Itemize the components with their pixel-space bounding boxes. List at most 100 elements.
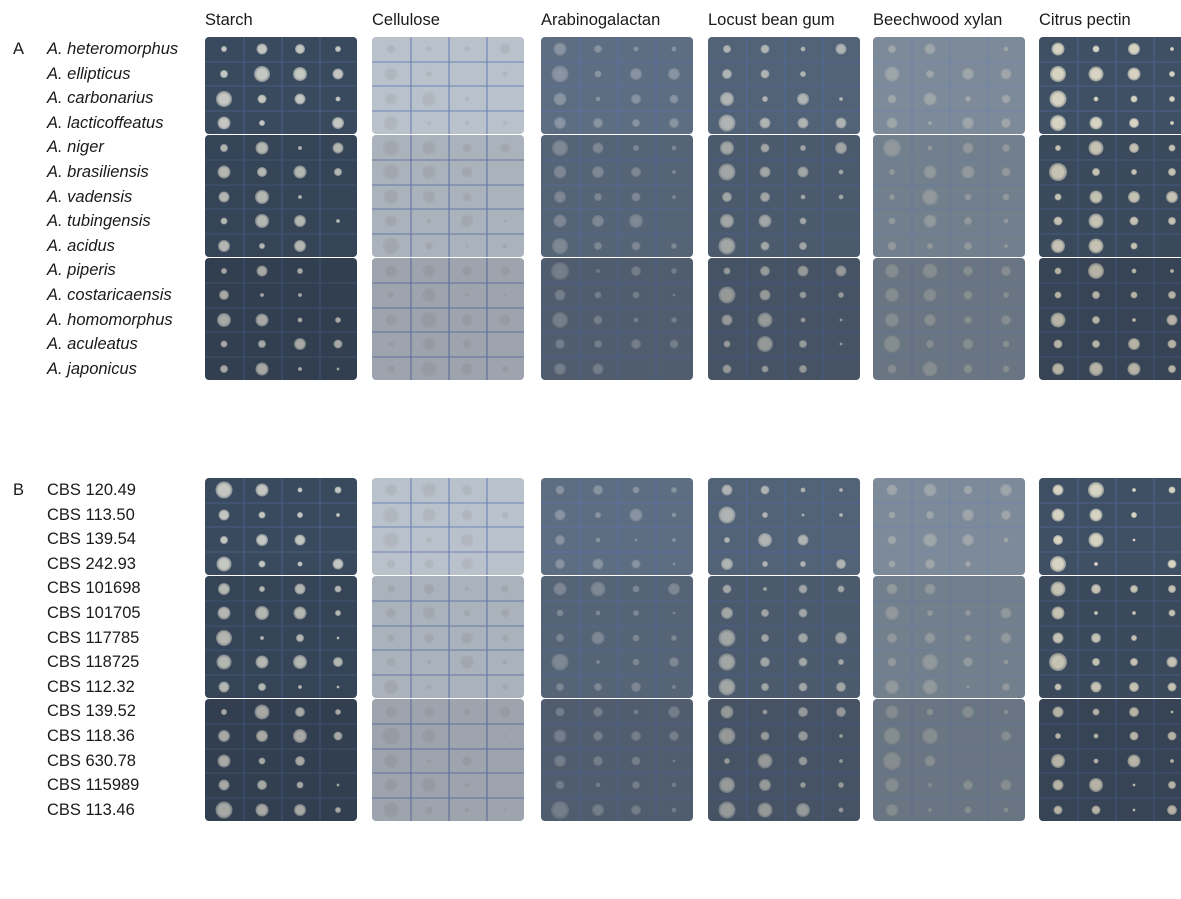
colony-spot bbox=[672, 611, 676, 615]
agar-plate bbox=[708, 576, 860, 699]
colony-spot bbox=[294, 804, 306, 817]
colony-spot bbox=[762, 511, 768, 518]
strain-label: A. niger bbox=[47, 138, 104, 157]
colony-spot bbox=[1168, 168, 1176, 177]
colony-spot bbox=[762, 95, 768, 102]
colony-spot bbox=[1089, 362, 1103, 377]
colony-spot bbox=[1004, 244, 1008, 249]
colony-spot bbox=[464, 120, 470, 126]
grid-line bbox=[708, 281, 860, 284]
colony-spot bbox=[631, 731, 641, 742]
colony-spot bbox=[1052, 779, 1064, 791]
colony-spot bbox=[671, 267, 677, 274]
colony-spot bbox=[1050, 556, 1066, 573]
colony-spot bbox=[385, 484, 397, 497]
colony-spot bbox=[460, 655, 474, 670]
colony-spot bbox=[800, 194, 806, 200]
colony-spot bbox=[839, 96, 843, 101]
agar-plate bbox=[1039, 699, 1181, 822]
colony-spot bbox=[593, 118, 603, 129]
grid-line bbox=[1039, 550, 1181, 553]
colony-spot bbox=[927, 610, 933, 617]
grid-line bbox=[541, 599, 693, 602]
colony-spot bbox=[593, 755, 603, 766]
strain-label: CBS 139.54 bbox=[47, 530, 136, 549]
colony-spot bbox=[758, 214, 772, 228]
colony-spot bbox=[1000, 68, 1012, 80]
colony-spot bbox=[632, 486, 640, 494]
colony-spot bbox=[629, 508, 643, 522]
colony-spot bbox=[218, 240, 230, 253]
strain-label: CBS 242.93 bbox=[47, 554, 136, 573]
colony-spot bbox=[297, 317, 303, 323]
colony-spot bbox=[669, 339, 679, 349]
colony-spot bbox=[1167, 731, 1177, 741]
colony-spot bbox=[965, 95, 971, 102]
colony-spot bbox=[759, 166, 771, 178]
colony-spot bbox=[595, 782, 601, 788]
colony-spot bbox=[800, 561, 806, 568]
colony-spot bbox=[838, 659, 844, 666]
colony-spot bbox=[886, 484, 898, 496]
colony-spot bbox=[388, 292, 394, 299]
colony-spot bbox=[336, 783, 340, 787]
grid-line bbox=[579, 258, 581, 381]
grid-line bbox=[243, 258, 245, 381]
colony-spot bbox=[964, 217, 972, 226]
colony-spot bbox=[1130, 95, 1138, 102]
colony-spot bbox=[631, 167, 641, 178]
colony-spot bbox=[421, 91, 437, 106]
colony-spot bbox=[630, 67, 642, 80]
colony-spot bbox=[426, 536, 432, 543]
grid-line bbox=[873, 281, 1025, 284]
colony-spot bbox=[426, 684, 432, 690]
colony-spot bbox=[1003, 807, 1009, 813]
colony-spot bbox=[554, 509, 566, 521]
colony-spot bbox=[963, 364, 973, 374]
colony-spot bbox=[383, 679, 399, 695]
colony-spot bbox=[462, 143, 472, 153]
strain-label: CBS 115989 bbox=[47, 776, 140, 795]
colony-spot bbox=[1129, 118, 1139, 129]
grid-line bbox=[372, 183, 524, 186]
colony-spot bbox=[761, 683, 769, 692]
colony-spot bbox=[1130, 291, 1138, 299]
colony-spot bbox=[889, 193, 895, 200]
grid-line bbox=[1039, 772, 1181, 775]
colony-spot bbox=[1053, 216, 1063, 226]
agar-plate bbox=[372, 576, 524, 699]
grid-line bbox=[372, 624, 524, 627]
colony-spot bbox=[553, 165, 567, 179]
colony-spot bbox=[1052, 484, 1064, 496]
colony-spot bbox=[422, 190, 436, 204]
grid-line bbox=[911, 576, 913, 699]
colony-spot bbox=[554, 289, 566, 301]
colony-spot bbox=[1000, 484, 1012, 497]
agar-plate bbox=[873, 258, 1025, 381]
grid-line bbox=[486, 699, 488, 822]
colony-spot bbox=[668, 705, 680, 718]
colony-spot bbox=[1000, 779, 1012, 791]
colony-spot bbox=[1129, 731, 1139, 741]
colony-spot bbox=[837, 585, 845, 593]
colony-spot bbox=[255, 483, 269, 497]
grid-line bbox=[372, 649, 524, 652]
colony-spot bbox=[1053, 805, 1063, 815]
colony-spot bbox=[965, 610, 971, 617]
colony-spot bbox=[503, 734, 507, 738]
colony-spot bbox=[1170, 268, 1174, 273]
strain-label: A. japonicus bbox=[47, 359, 137, 378]
colony-spot bbox=[334, 168, 342, 177]
colony-spot bbox=[297, 267, 303, 274]
colony-spot bbox=[838, 194, 844, 200]
grid-line bbox=[1039, 599, 1181, 602]
grid-line bbox=[1039, 355, 1181, 358]
grid-line bbox=[873, 526, 1025, 529]
colony-spot bbox=[760, 657, 770, 668]
grid-line bbox=[1115, 135, 1117, 258]
colony-spot bbox=[887, 535, 897, 544]
grid-line bbox=[372, 109, 524, 112]
grid-line bbox=[205, 722, 357, 725]
colony-spot bbox=[255, 606, 269, 621]
colony-spot bbox=[759, 117, 771, 129]
